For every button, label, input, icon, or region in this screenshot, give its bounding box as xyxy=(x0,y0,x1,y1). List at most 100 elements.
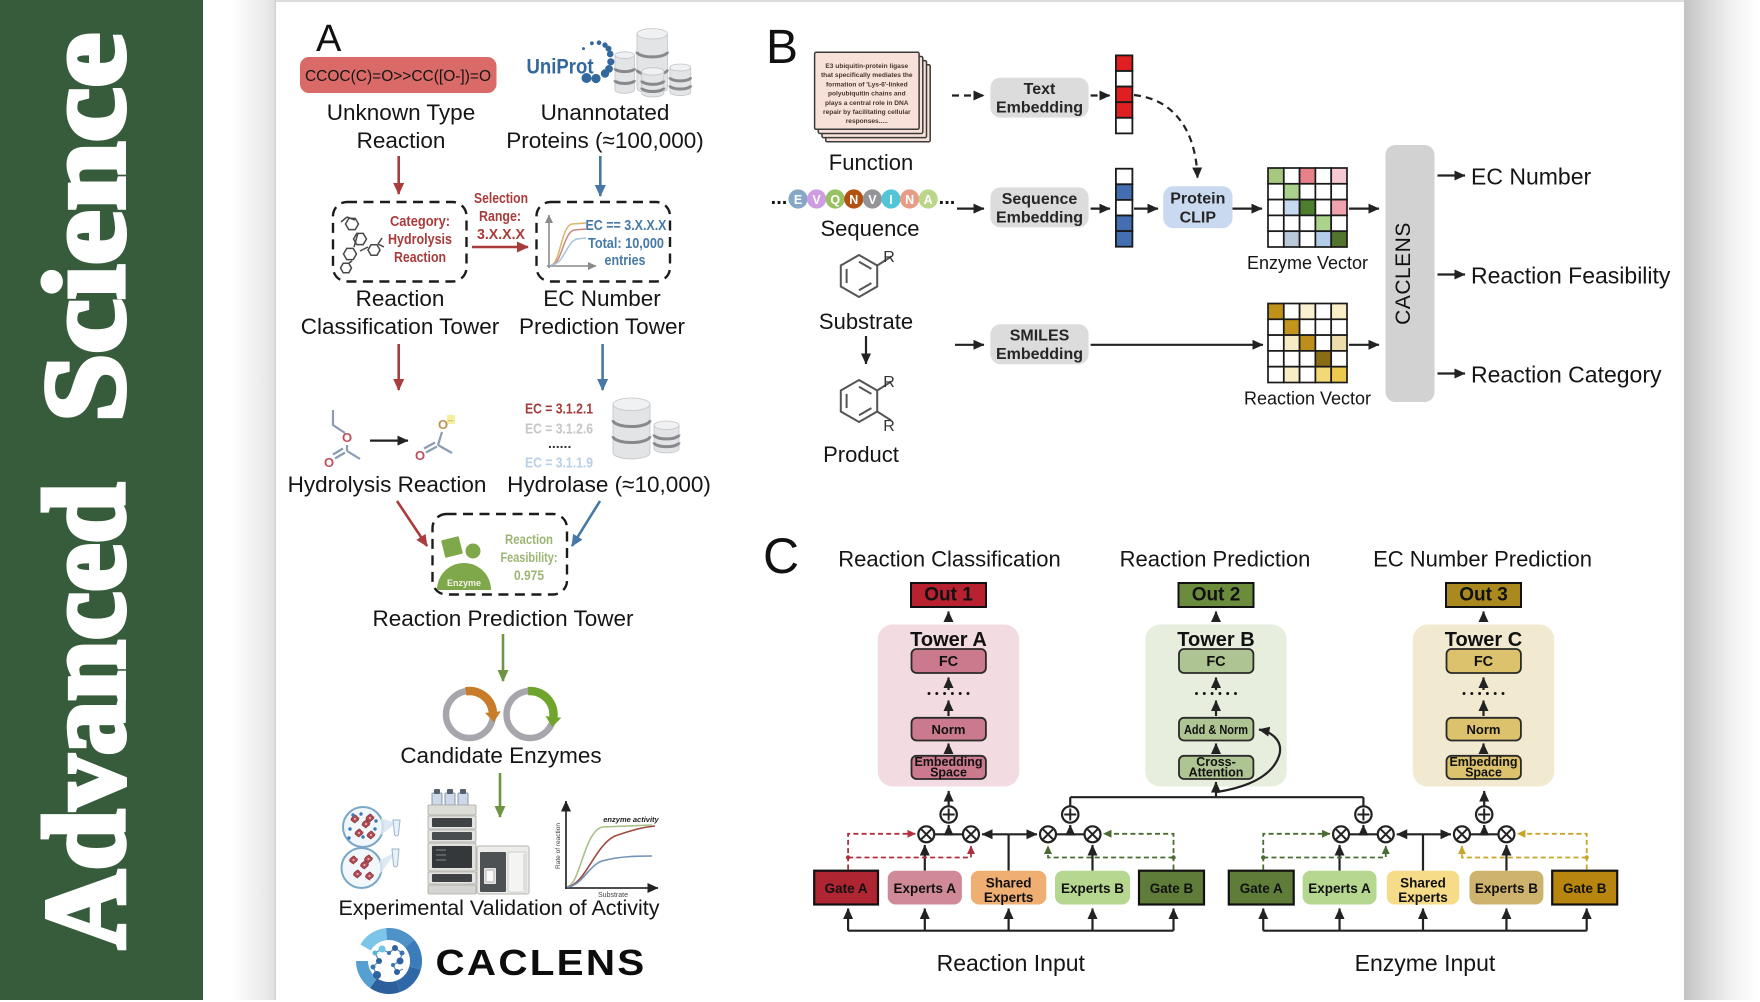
svg-text:0.975: 0.975 xyxy=(514,568,544,583)
svg-text:–: – xyxy=(448,415,453,425)
svg-text:UniProt: UniProt xyxy=(527,56,594,79)
svg-text:Out 2: Out 2 xyxy=(1192,585,1241,606)
svg-text:repair by facilitating cellula: repair by facilitating cellular xyxy=(823,109,911,116)
svg-text:E3 ubiquitin-protein ligase: E3 ubiquitin-protein ligase xyxy=(825,63,908,70)
svg-text:Enzyme Vector: Enzyme Vector xyxy=(1247,253,1368,273)
svg-text:Experts: Experts xyxy=(984,890,1034,905)
svg-text:EC == 3.X.X.X: EC == 3.X.X.X xyxy=(586,218,667,234)
svg-text:FC: FC xyxy=(1474,654,1494,670)
svg-text:Reaction Category: Reaction Category xyxy=(1471,362,1662,388)
svg-text:Out 1: Out 1 xyxy=(924,585,973,606)
svg-text:Embedding: Embedding xyxy=(996,100,1083,117)
svg-text:I: I xyxy=(889,193,892,207)
svg-text:Text: Text xyxy=(1024,81,1056,98)
svg-text:EC = 3.1.2.6: EC = 3.1.2.6 xyxy=(525,421,593,438)
svg-text:Prediction Tower: Prediction Tower xyxy=(519,314,685,339)
svg-text:Product: Product xyxy=(823,442,899,467)
svg-text:Tower C: Tower C xyxy=(1445,629,1522,651)
svg-text:Reaction Prediction Tower: Reaction Prediction Tower xyxy=(373,606,634,631)
svg-text:Embedding: Embedding xyxy=(914,755,982,769)
svg-text:CLIP: CLIP xyxy=(1180,210,1217,227)
svg-text:Attention: Attention xyxy=(1189,766,1244,780)
svg-text:Gate A: Gate A xyxy=(825,881,868,896)
svg-text:CCOC(C)=O>>CC([O-])=O: CCOC(C)=O>>CC([O-])=O xyxy=(305,68,491,85)
svg-text:Protein: Protein xyxy=(1170,191,1225,208)
svg-text:entries: entries xyxy=(605,253,646,269)
svg-text:Reaction: Reaction xyxy=(356,286,445,311)
svg-text:Sequence: Sequence xyxy=(1002,191,1078,208)
svg-text:O: O xyxy=(342,430,352,445)
svg-text:Unannotated: Unannotated xyxy=(541,100,670,125)
svg-text:Q: Q xyxy=(830,193,840,207)
svg-text:Embedding: Embedding xyxy=(996,346,1083,363)
svg-text:B: B xyxy=(766,21,798,74)
svg-text:FC: FC xyxy=(1206,654,1226,670)
svg-text:Tower B: Tower B xyxy=(1177,629,1254,651)
svg-text:Proteins (≈100,000): Proteins (≈100,000) xyxy=(506,128,703,153)
svg-text:Reaction Prediction: Reaction Prediction xyxy=(1120,547,1311,572)
svg-text:3.X.X.X: 3.X.X.X xyxy=(477,227,525,243)
svg-text:Experts A: Experts A xyxy=(1308,881,1371,896)
svg-text:Hydrolase (≈10,000): Hydrolase (≈10,000) xyxy=(507,472,711,497)
svg-text:Experts B: Experts B xyxy=(1475,881,1538,896)
svg-text:Total: 10,000: Total: 10,000 xyxy=(588,236,664,252)
svg-text:Embedding: Embedding xyxy=(1449,755,1517,769)
svg-text:CACLENS: CACLENS xyxy=(1392,222,1415,325)
svg-text:Enzyme Input: Enzyme Input xyxy=(1355,950,1496,976)
svg-text:plays a central role in DNA: plays a central role in DNA xyxy=(825,100,909,107)
svg-text:Category:: Category: xyxy=(390,214,450,230)
svg-text:Candidate Enzymes: Candidate Enzymes xyxy=(400,743,601,768)
svg-text:Feasibility:: Feasibility: xyxy=(501,550,558,565)
svg-text:O: O xyxy=(415,448,425,463)
svg-text:Experts B: Experts B xyxy=(1061,881,1124,896)
svg-text:Cross-: Cross- xyxy=(1196,755,1236,769)
svg-text:Advanced: Advanced xyxy=(22,483,149,949)
svg-text:Rate of reaction: Rate of reaction xyxy=(555,823,562,869)
svg-text:EC = 3.1.2.1: EC = 3.1.2.1 xyxy=(525,401,593,418)
svg-text:Gate B: Gate B xyxy=(1150,881,1194,896)
svg-text:Reaction Input: Reaction Input xyxy=(937,950,1086,976)
svg-text:Tower A: Tower A xyxy=(910,629,987,651)
svg-text:......: ...... xyxy=(548,435,571,451)
svg-text:SMILES: SMILES xyxy=(1010,328,1070,345)
svg-text:Reaction: Reaction xyxy=(505,532,553,547)
svg-text:E: E xyxy=(794,193,802,207)
svg-text:polyubiquitin chains and: polyubiquitin chains and xyxy=(828,91,906,98)
svg-text:Substrate: Substrate xyxy=(819,309,913,334)
svg-text:Enzyme: Enzyme xyxy=(447,578,481,588)
svg-text:N: N xyxy=(905,193,914,207)
svg-text:Classification Tower: Classification Tower xyxy=(301,314,500,339)
svg-text:CACLENS: CACLENS xyxy=(436,942,647,983)
svg-text:Reaction Classification: Reaction Classification xyxy=(838,547,1061,572)
svg-text:Hydrolysis Reaction: Hydrolysis Reaction xyxy=(288,472,487,497)
svg-text:Reaction: Reaction xyxy=(394,250,446,266)
svg-text:Embedding: Embedding xyxy=(996,209,1083,226)
svg-text:Reaction: Reaction xyxy=(357,128,446,153)
svg-text:enzyme activity: enzyme activity xyxy=(603,815,659,824)
svg-text:Range:: Range: xyxy=(479,209,521,225)
svg-text:V: V xyxy=(812,193,821,207)
svg-text:Sequence: Sequence xyxy=(820,216,919,241)
svg-text:...: ... xyxy=(771,187,788,209)
svg-text:Norm: Norm xyxy=(932,722,966,737)
svg-text:V: V xyxy=(868,193,877,207)
svg-text:Gate A: Gate A xyxy=(1240,881,1283,896)
svg-text:Experimental Validation of Act: Experimental Validation of Activity xyxy=(338,896,659,920)
svg-text:EC Number: EC Number xyxy=(543,286,661,311)
svg-text:Science: Science xyxy=(22,33,149,422)
svg-text:Shared: Shared xyxy=(1400,876,1446,891)
svg-text:responses.....: responses..... xyxy=(846,118,888,125)
svg-text:Add & Norm: Add & Norm xyxy=(1184,722,1248,737)
svg-text:R: R xyxy=(883,418,895,435)
svg-text:Hydrolysis: Hydrolysis xyxy=(388,232,452,248)
svg-text:EC Number Prediction: EC Number Prediction xyxy=(1373,547,1592,572)
svg-text:O: O xyxy=(324,455,334,470)
svg-text:Space: Space xyxy=(930,766,967,780)
svg-text:Space: Space xyxy=(1465,766,1502,780)
svg-text:Reaction Vector: Reaction Vector xyxy=(1244,389,1371,409)
svg-text:O: O xyxy=(438,417,448,432)
svg-text:R: R xyxy=(883,374,895,391)
svg-text:EC = 3.1.1.9: EC = 3.1.1.9 xyxy=(525,455,593,472)
svg-text:Unknown Type: Unknown Type xyxy=(327,100,475,125)
svg-text:R: R xyxy=(883,249,895,266)
